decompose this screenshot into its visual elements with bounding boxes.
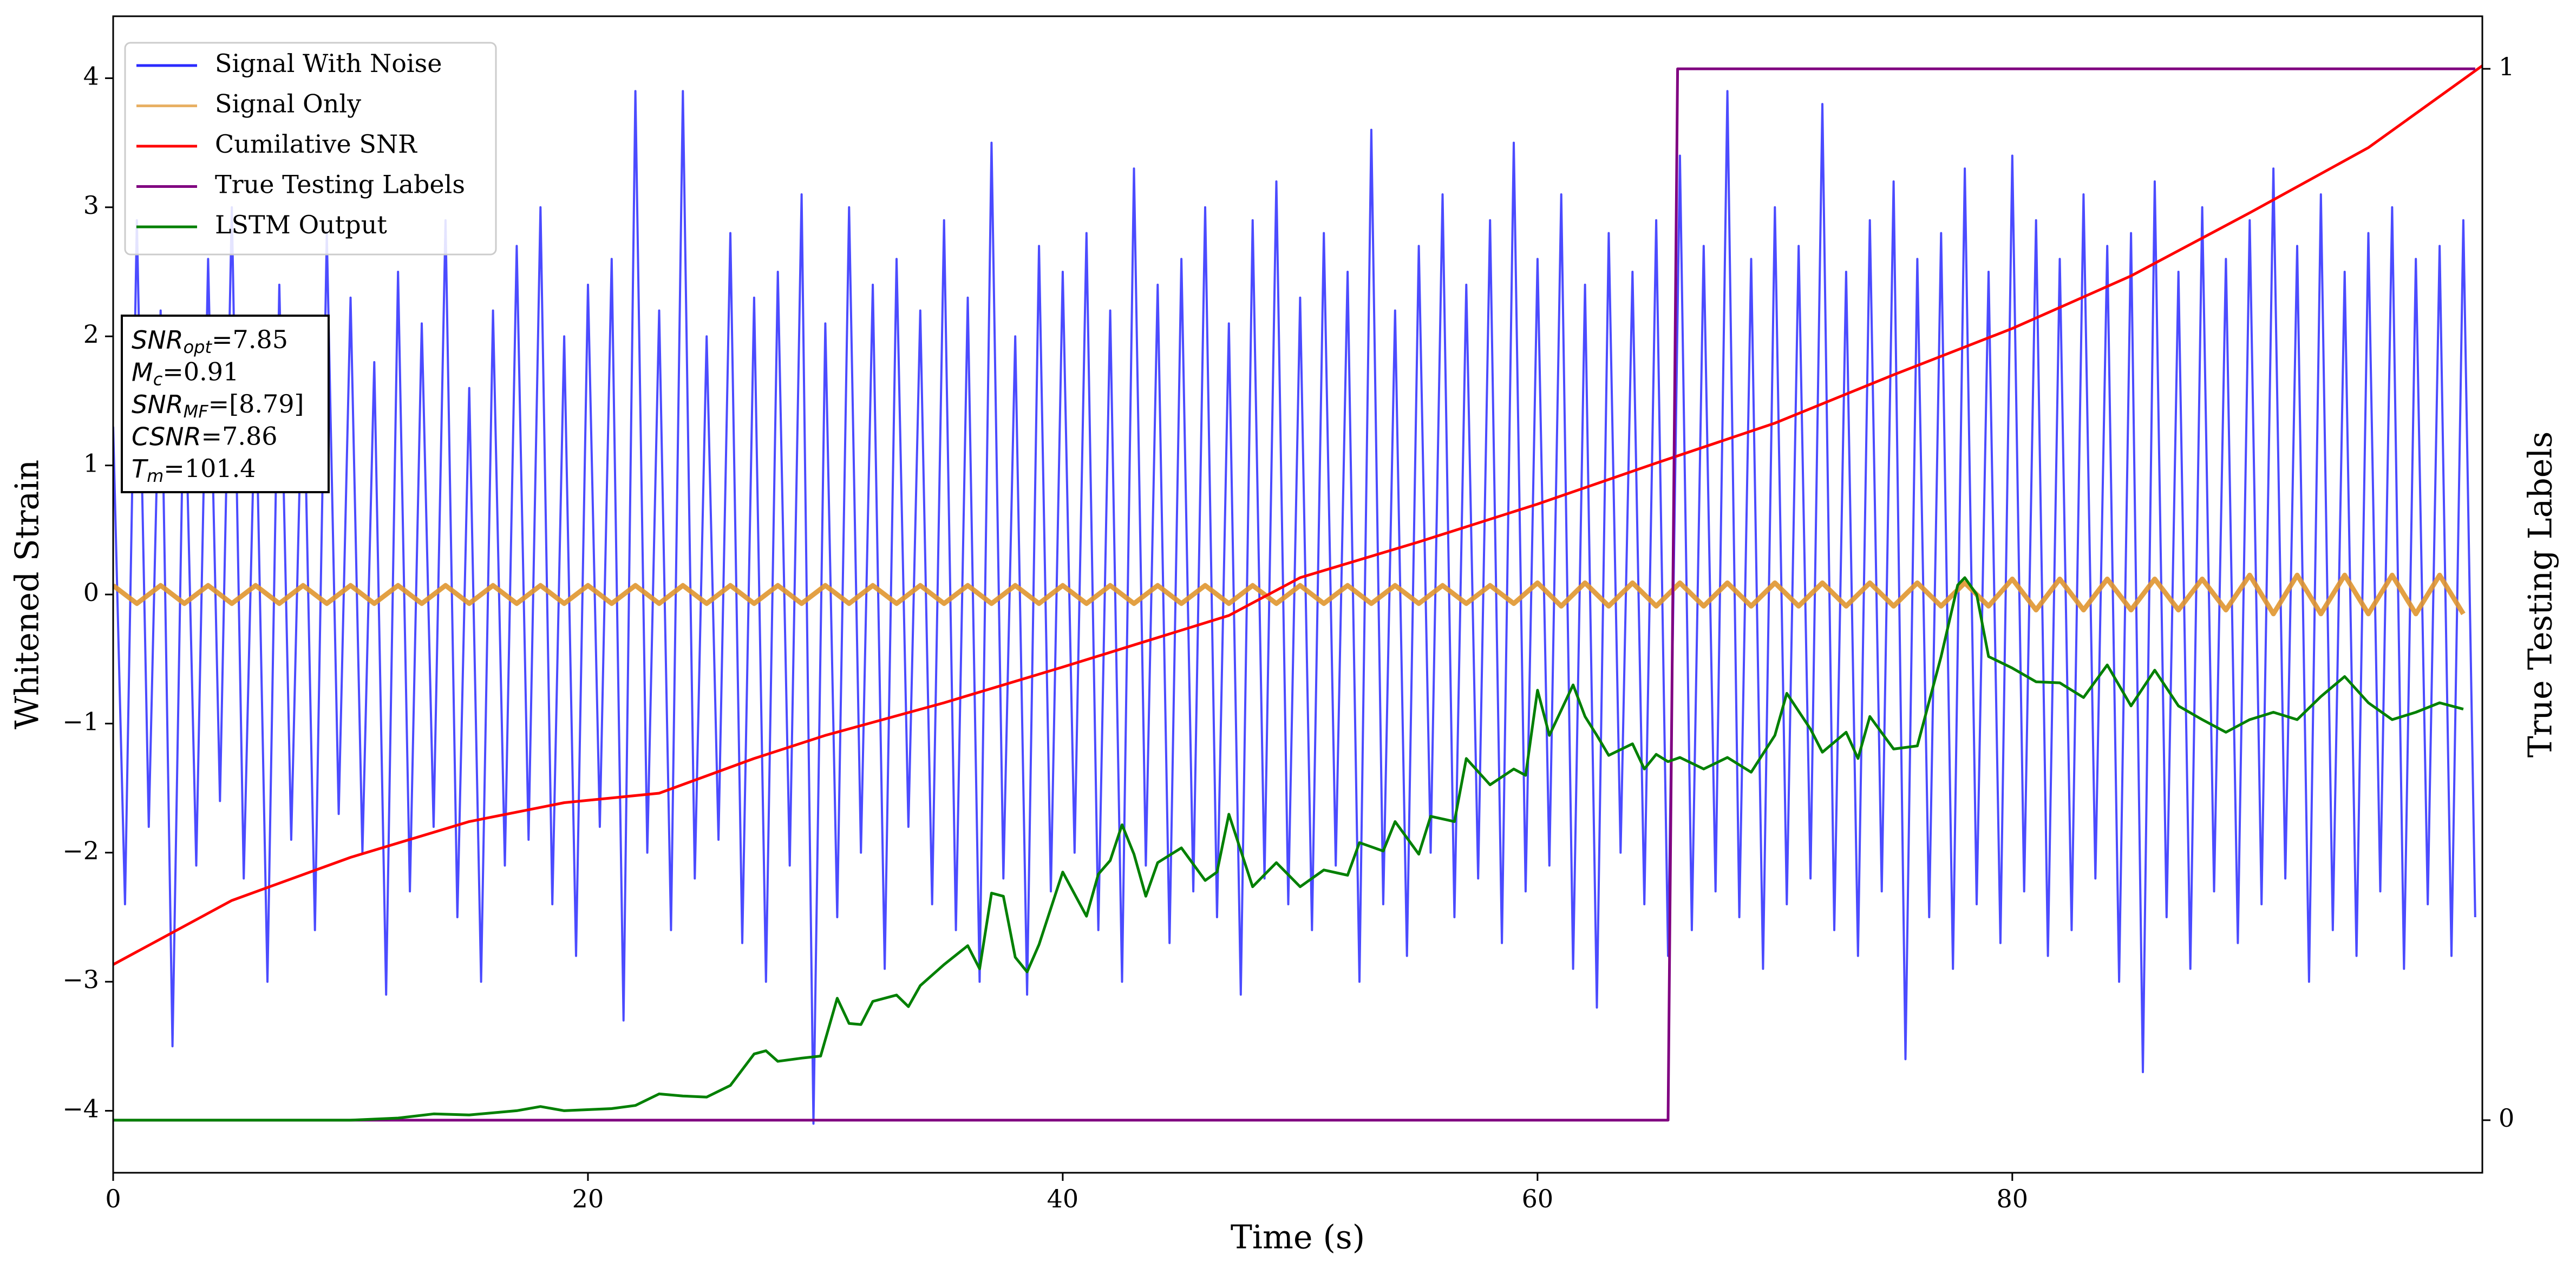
- legend-box: [124, 42, 497, 256]
- y2-tick-label: 0: [2499, 1103, 2514, 1133]
- annotation-subscript: m: [147, 466, 164, 486]
- legend-label: True Testing Labels: [215, 170, 465, 199]
- annotation-box: [121, 315, 330, 493]
- annotation-symbol: SNR: [132, 325, 184, 355]
- x-tick-label: 80: [1997, 1184, 2029, 1213]
- annotation-subscript: MF: [184, 401, 209, 422]
- x-tick-label: 20: [572, 1184, 604, 1213]
- legend-label: LSTM Output: [215, 210, 387, 239]
- series-line: [113, 572, 2466, 617]
- y-tick-label: 2: [83, 319, 99, 349]
- legend-label: Signal With Noise: [215, 49, 442, 78]
- annotation-value: =0.91: [162, 357, 239, 387]
- x-tick-label: 40: [1047, 1184, 1079, 1213]
- y2-axis-label: True Testing Labels: [2522, 432, 2560, 758]
- y-tick-label: 3: [83, 191, 99, 220]
- annotation-value: =7.86: [201, 422, 278, 451]
- annotation-subscript: opt: [184, 337, 213, 357]
- y-tick-label: 0: [83, 578, 99, 607]
- annotation-symbol: SNR: [132, 390, 184, 419]
- legend: Signal With Noise Signal Only Cumilative S…: [124, 42, 497, 256]
- legend-label: Signal Only: [215, 89, 361, 119]
- x-tick-label: 0: [105, 1184, 121, 1213]
- x-axis-label: Time (s): [1231, 1219, 1365, 1257]
- annotation-line: SNRopt=7.85: [132, 325, 288, 357]
- y-tick-label: −2: [62, 836, 99, 865]
- series-line: [113, 90, 2476, 1125]
- annotation-symbol: CSNR: [132, 422, 201, 451]
- series-line: [113, 576, 2464, 1122]
- plot-area: [113, 64, 2482, 1125]
- y-tick-label: 4: [83, 61, 99, 90]
- annotation-line: SNRMF=[8.79]: [132, 389, 304, 422]
- x-tick-label: 60: [1522, 1184, 1554, 1213]
- annotation-value: =101.4: [164, 454, 256, 483]
- series-line: [113, 64, 2482, 966]
- legend-label: Cumilative SNR: [215, 129, 417, 159]
- annotation-subscript: c: [153, 369, 163, 390]
- annotation-symbol: M: [132, 357, 153, 387]
- annotation: SNRopt=7.85Mc=0.91SNRMF=[8.79]CSNR=7.86T…: [121, 315, 330, 493]
- annotation-line: Mc=0.91: [132, 357, 239, 390]
- y-tick-label: −3: [62, 965, 99, 994]
- annotation-value: =[8.79]: [208, 389, 304, 419]
- y-tick-label: −4: [62, 1094, 99, 1123]
- annotation-value: =7.85: [212, 325, 288, 354]
- y2-tick-label: 1: [2499, 52, 2514, 81]
- annotation-line: CSNR=7.86: [132, 422, 278, 452]
- y-tick-label: 1: [83, 449, 99, 478]
- annotation-symbol: T: [132, 454, 149, 484]
- y-tick-label: −1: [62, 707, 99, 736]
- annotation-line: Tm=101.4: [132, 454, 256, 486]
- series-line: [113, 67, 2475, 1122]
- y-axis-label: Whitened Strain: [9, 460, 47, 729]
